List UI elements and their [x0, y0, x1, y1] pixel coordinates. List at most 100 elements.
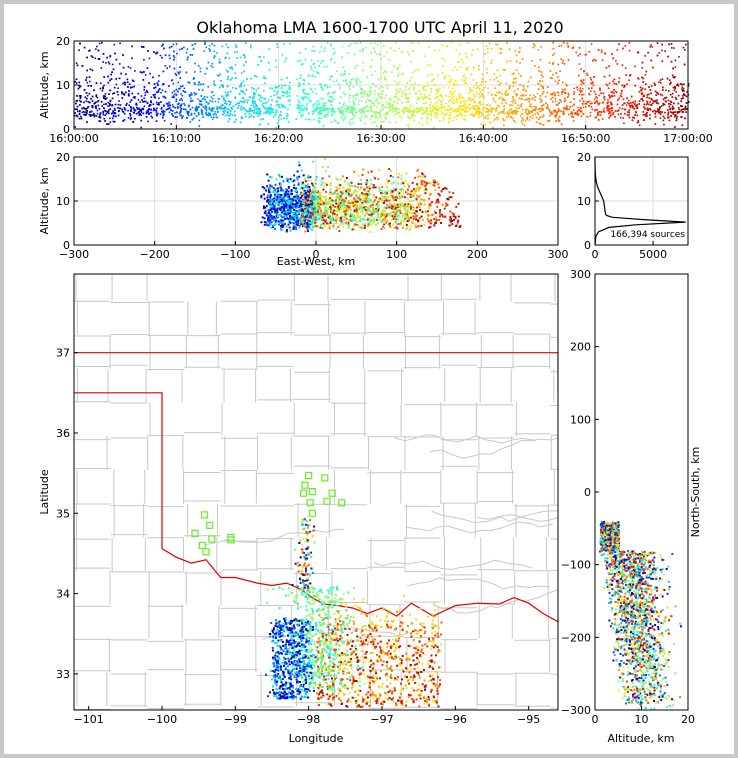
source-point: [102, 113, 105, 116]
source-point: [411, 83, 414, 86]
source-point: [398, 90, 400, 93]
source-point: [436, 108, 439, 111]
source-point: [671, 111, 673, 114]
source-point: [322, 109, 324, 112]
source-point: [456, 98, 458, 100]
source-point: [427, 96, 430, 99]
source-point: [506, 94, 509, 96]
source-point: [526, 98, 529, 101]
source-point: [441, 113, 444, 115]
source-point: [586, 74, 589, 76]
source-point: [551, 96, 554, 99]
source-point: [86, 112, 88, 114]
source-point: [557, 91, 560, 94]
source-point: [472, 93, 475, 96]
source-point: [325, 113, 327, 116]
source-point: [432, 108, 434, 110]
source-point: [434, 102, 437, 105]
source-point: [529, 94, 532, 96]
source-point: [512, 81, 515, 83]
source-point: [280, 103, 283, 106]
source-point: [653, 109, 656, 112]
source-point: [636, 114, 639, 117]
source-point: [80, 95, 82, 97]
source-point: [418, 122, 420, 125]
source-point: [94, 114, 96, 117]
source-point: [581, 93, 583, 96]
source-point: [325, 116, 327, 118]
source-point: [176, 111, 178, 114]
source-point: [498, 105, 501, 108]
source-point: [201, 89, 204, 91]
source-point: [450, 108, 453, 110]
source-point: [526, 85, 529, 88]
source-point: [345, 79, 347, 81]
source-point: [380, 116, 382, 118]
source-point: [628, 109, 630, 111]
source-point: [514, 50, 517, 52]
source-point: [342, 91, 345, 94]
source-point: [381, 109, 384, 111]
source-point: [476, 48, 479, 51]
source-point: [455, 69, 458, 71]
source-point: [162, 111, 164, 114]
source-point: [626, 101, 629, 104]
source-point: [455, 110, 458, 112]
source-point: [362, 62, 365, 64]
source-point: [470, 98, 472, 100]
source-point: [374, 93, 376, 96]
source-point: [333, 61, 336, 64]
source-point: [329, 59, 332, 61]
source-point: [150, 96, 153, 98]
source-point: [468, 107, 471, 109]
source-point: [568, 108, 571, 111]
source-point: [408, 111, 411, 114]
source-point: [190, 93, 193, 96]
source-point: [629, 73, 632, 76]
source-point: [168, 54, 171, 57]
source-point: [253, 95, 256, 98]
source-point: [615, 91, 618, 94]
source-point: [586, 101, 589, 103]
source-point: [256, 111, 258, 114]
source-point: [352, 94, 355, 97]
source-point: [158, 74, 160, 77]
source-point: [116, 91, 119, 93]
source-point: [226, 52, 229, 55]
source-point: [124, 81, 127, 84]
source-point: [174, 93, 176, 95]
source-point: [349, 94, 351, 97]
source-point: [506, 111, 509, 114]
source-point: [648, 93, 650, 96]
source-point: [204, 41, 206, 44]
source-point: [271, 99, 274, 102]
source-point: [344, 80, 347, 82]
source-point: [242, 80, 245, 83]
source-point: [273, 94, 276, 97]
source-point: [193, 117, 195, 120]
source-point: [412, 114, 414, 117]
source-point: [398, 81, 401, 84]
source-point: [131, 92, 134, 95]
source-point: [470, 113, 473, 116]
source-point: [478, 65, 480, 67]
source-point: [537, 82, 540, 85]
source-point: [514, 112, 516, 114]
source-point: [360, 108, 362, 111]
source-point: [338, 102, 341, 104]
source-point: [102, 97, 105, 99]
source-point: [524, 111, 527, 113]
source-point: [613, 82, 616, 85]
source-point: [121, 108, 124, 111]
source-point: [675, 98, 678, 100]
source-point: [505, 94, 507, 97]
source-point: [659, 107, 661, 110]
source-point: [269, 106, 271, 109]
source-point: [386, 51, 388, 54]
source-point: [246, 78, 248, 80]
source-point: [603, 98, 606, 101]
source-point: [593, 98, 596, 101]
source-point: [300, 64, 303, 66]
source-point: [678, 111, 681, 113]
source-point: [676, 115, 678, 118]
